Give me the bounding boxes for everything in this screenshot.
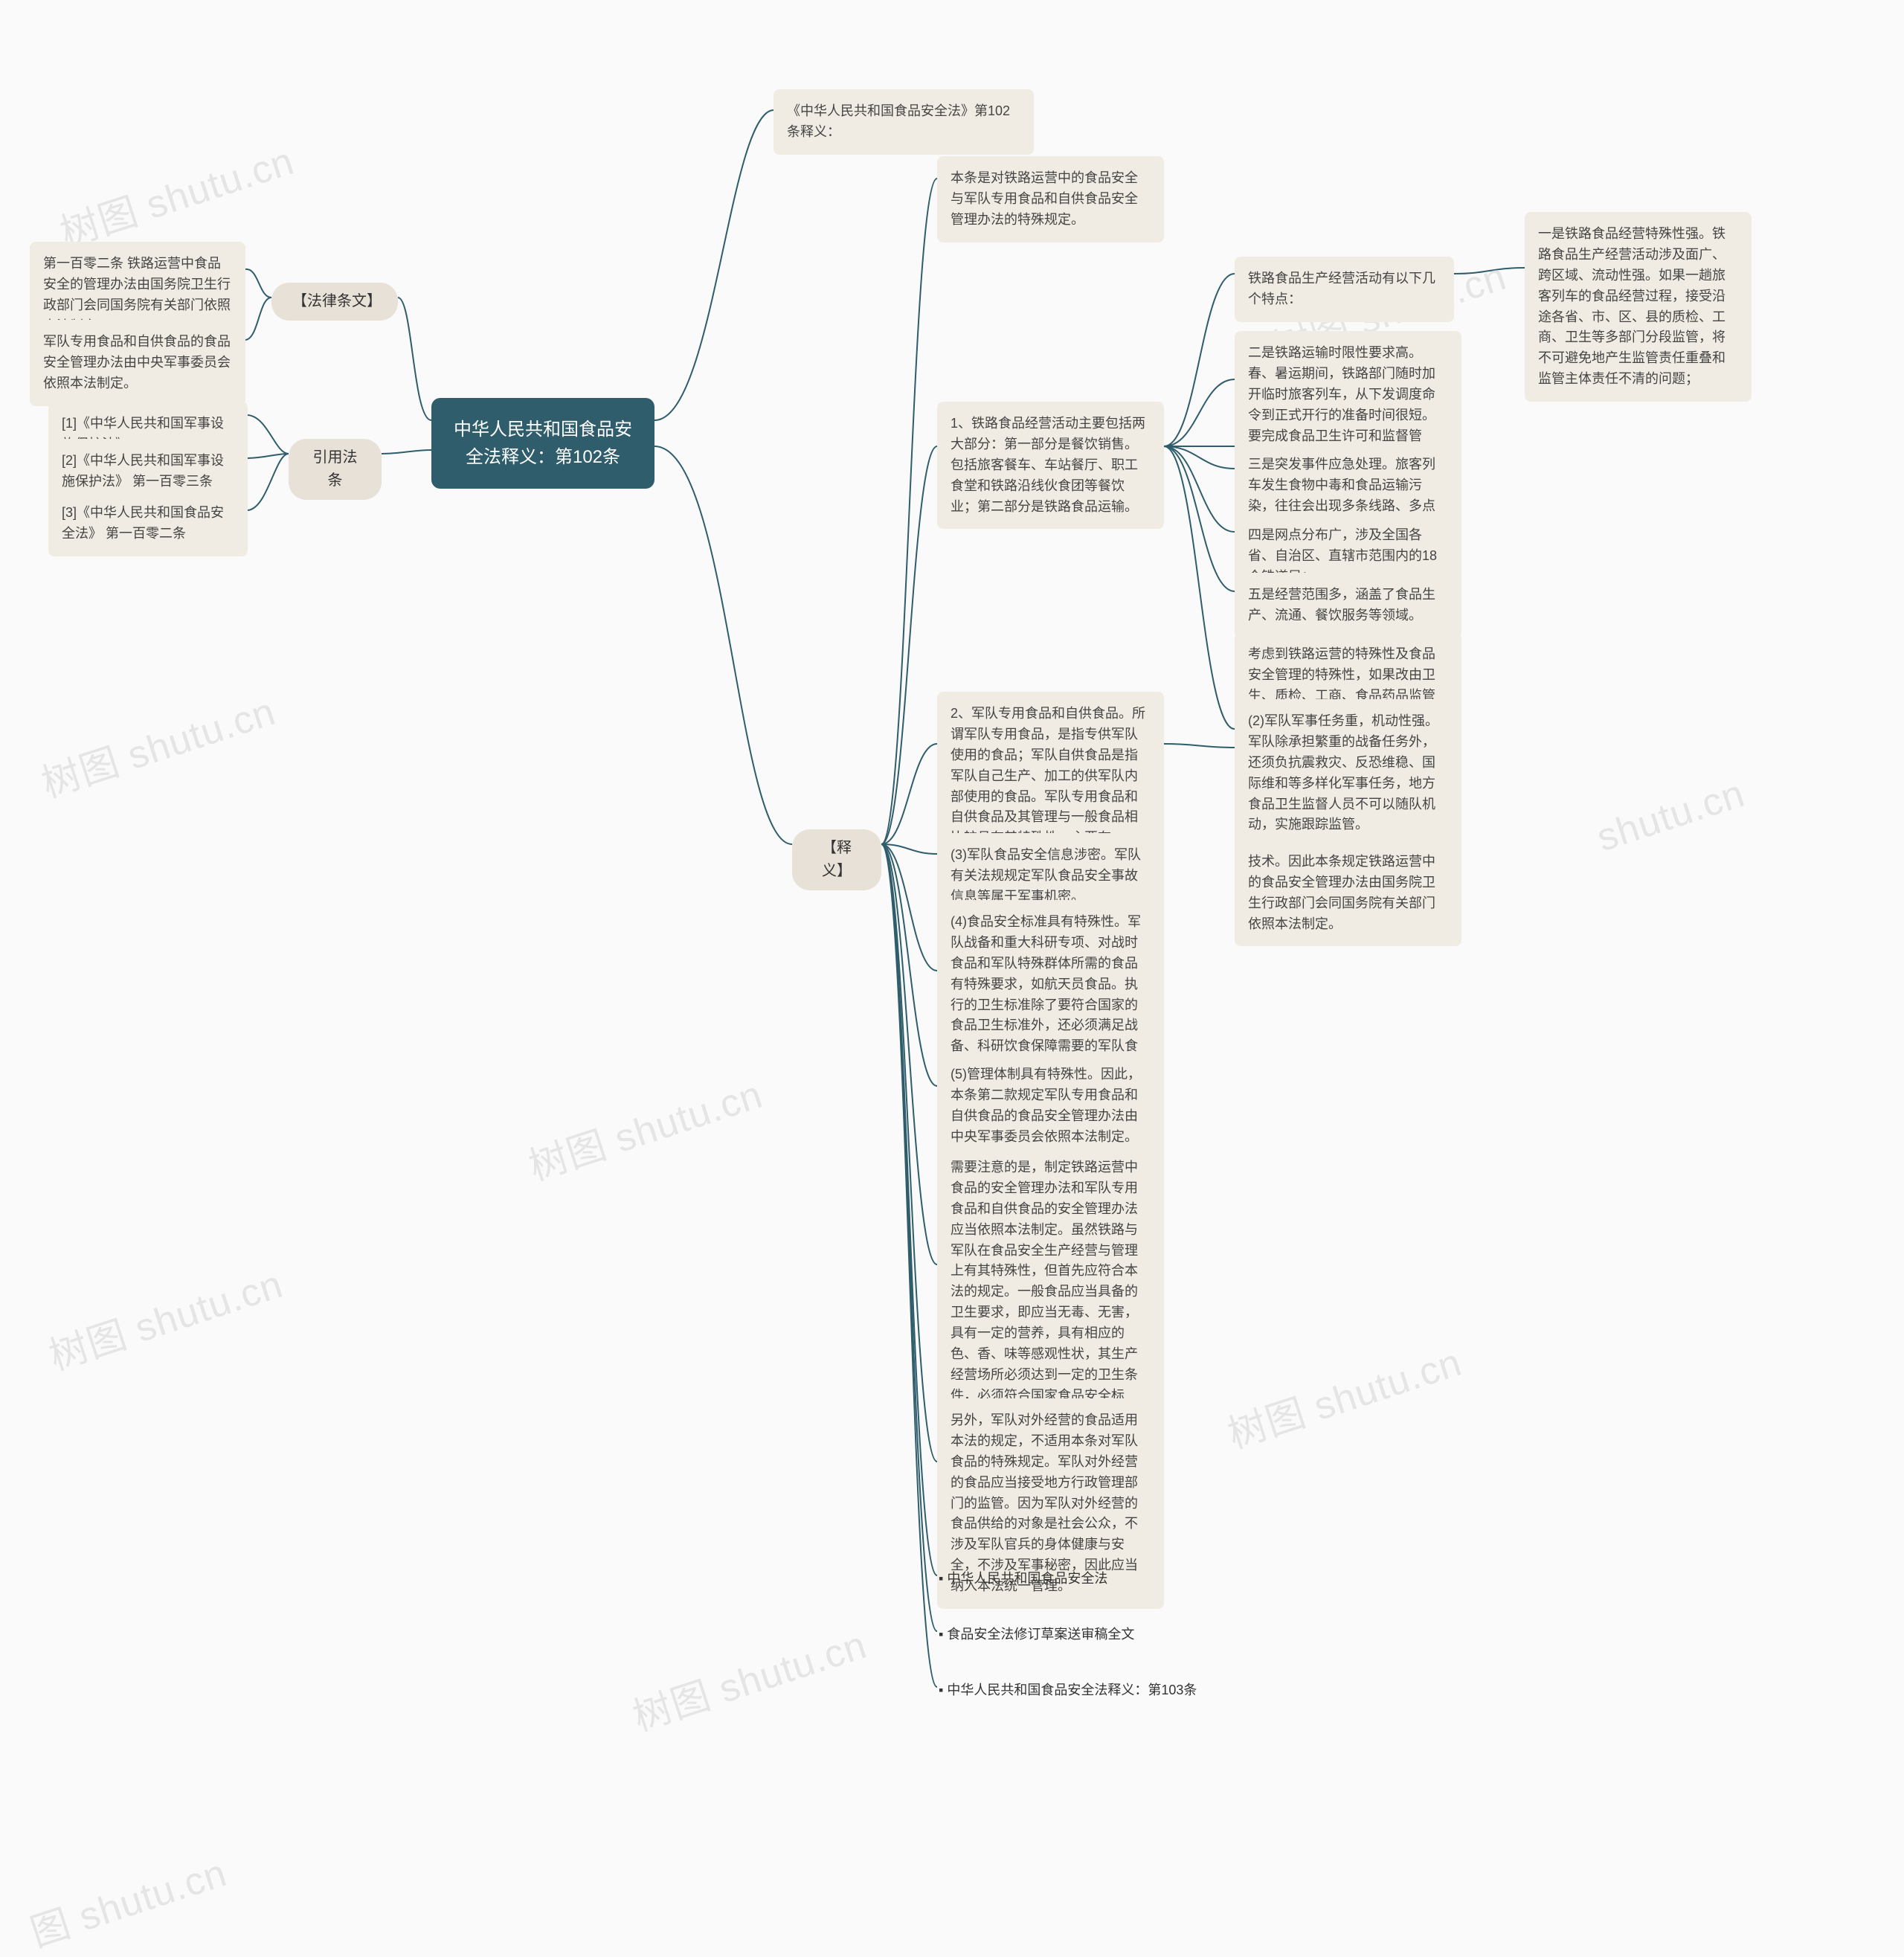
expl-bullet-0[interactable]: 中华人民共和国食品安全法 (939, 1566, 1107, 1593)
expl-branch-label: 【释义】 (822, 840, 852, 879)
ref-item-1-text: [2]《中华人民共和国军事设施保护法》 第一百零三条 (62, 453, 224, 489)
ref-item-2[interactable]: [3]《中华人民共和国食品安全法》 第一百零二条 (48, 491, 248, 556)
watermark: 树图 shutu.cn (33, 680, 281, 808)
watermark: 树图 shutu.cn (52, 129, 300, 257)
title-node-text: 《中华人民共和国食品安全法》第102条释义： (787, 103, 1010, 139)
expl-bullet-2-text: 中华人民共和国食品安全法释义：第103条 (947, 1683, 1197, 1697)
expl-bullet-1-text: 食品安全法修订草案送审稿全文 (947, 1627, 1134, 1642)
army-point-2-text: (2)军队军事任务重，机动性强。军队除承担繁重的战备任务外，还须负抗震救灾、反恐… (1248, 713, 1438, 832)
watermark: 树图 shutu.cn (1220, 1331, 1467, 1459)
ref-branch[interactable]: 引用法条 (289, 439, 382, 500)
railway-point-4[interactable]: 五是经营范围多，涵盖了食品生产、流通、餐饮服务等领域。 (1235, 573, 1461, 638)
army-point-2[interactable]: (2)军队军事任务重，机动性强。军队除承担繁重的战备任务外，还须负抗震救灾、反恐… (1235, 699, 1461, 847)
law-branch-label: 【法律条文】 (292, 293, 382, 309)
railway-intro-text: 铁路食品生产经营活动有以下几个特点： (1248, 271, 1435, 306)
law-item-1[interactable]: 军队专用食品和自供食品的食品安全管理办法由中央军事委员会依照本法制定。 (30, 320, 245, 406)
center-node[interactable]: 中华人民共和国食品安全法释义：第102条 (431, 398, 654, 489)
expl-bullet-1[interactable]: 食品安全法修订草案送审稿全文 (939, 1622, 1134, 1648)
railway-point-4-text: 五是经营范围多，涵盖了食品生产、流通、餐饮服务等领域。 (1248, 587, 1435, 623)
watermark: 树图 shutu.cn (521, 1063, 768, 1191)
expl-bullet-2[interactable]: 中华人民共和国食品安全法释义：第103条 (939, 1677, 1197, 1704)
expl-item-2-text: 2、军队专用食品和自供食品。所谓军队专用食品，是指专供军队使用的食品；军队自供食… (951, 706, 1145, 845)
center-node-text: 中华人民共和国食品安全法释义：第102条 (454, 420, 632, 467)
law-item-1-text: 军队专用食品和自供食品的食品安全管理办法由中央军事委员会依照本法制定。 (43, 334, 231, 391)
watermark: shutu.cn (1592, 771, 1750, 861)
title-node[interactable]: 《中华人民共和国食品安全法》第102条释义： (774, 89, 1034, 155)
watermark: 树图 shutu.cn (41, 1253, 289, 1381)
railway-point-0[interactable]: 一是铁路食品经营特殊性强。铁路食品生产经营活动涉及面广、跨区域、流动性强。如果一… (1525, 212, 1752, 402)
expl-item-5[interactable]: (5)管理体制具有特殊性。因此，本条第二款规定军队专用食品和自供食品的食品安全管… (937, 1053, 1164, 1160)
expl-item-0[interactable]: 本条是对铁路运营中的食品安全与军队专用食品和自供食品安全管理办法的特殊规定。 (937, 156, 1164, 242)
railway-point-0-text: 一是铁路食品经营特殊性强。铁路食品生产经营活动涉及面广、跨区域、流动性强。如果一… (1538, 226, 1726, 386)
ref-branch-label: 引用法条 (313, 449, 358, 489)
expl-item-1-text: 1、铁路食品经营活动主要包括两大部分：第一部分是餐饮销售。包括旅客餐车、车站餐厅… (951, 416, 1145, 514)
expl-item-1[interactable]: 1、铁路食品经营活动主要包括两大部分：第一部分是餐饮销售。包括旅客餐车、车站餐厅… (937, 402, 1164, 529)
ref-item-2-text: [3]《中华人民共和国食品安全法》 第一百零二条 (62, 505, 224, 541)
expl-item-0-text: 本条是对铁路运营中的食品安全与军队专用食品和自供食品安全管理办法的特殊规定。 (951, 170, 1138, 227)
expl-item-5-text: (5)管理体制具有特殊性。因此，本条第二款规定军队专用食品和自供食品的食品安全管… (951, 1067, 1141, 1144)
railway-intro[interactable]: 铁路食品生产经营活动有以下几个特点： (1235, 257, 1454, 322)
law-branch[interactable]: 【法律条文】 (271, 283, 398, 321)
expl-branch[interactable]: 【释义】 (792, 829, 881, 890)
watermark: 树图 shutu.cn (625, 1613, 872, 1741)
expl-item-4-text: (4)食品安全标准具有特殊性。军队战备和重大科研专项、对战时食品和军队特殊群体所… (951, 914, 1141, 1074)
expl-item-3-text: (3)军队食品安全信息涉密。军队有关法规规定军队食品安全事故信息等属于军事机密。 (951, 847, 1141, 904)
expl-bullet-0-text: 中华人民共和国食品安全法 (947, 1571, 1107, 1586)
watermark: 图 shutu.cn (22, 1842, 233, 1957)
